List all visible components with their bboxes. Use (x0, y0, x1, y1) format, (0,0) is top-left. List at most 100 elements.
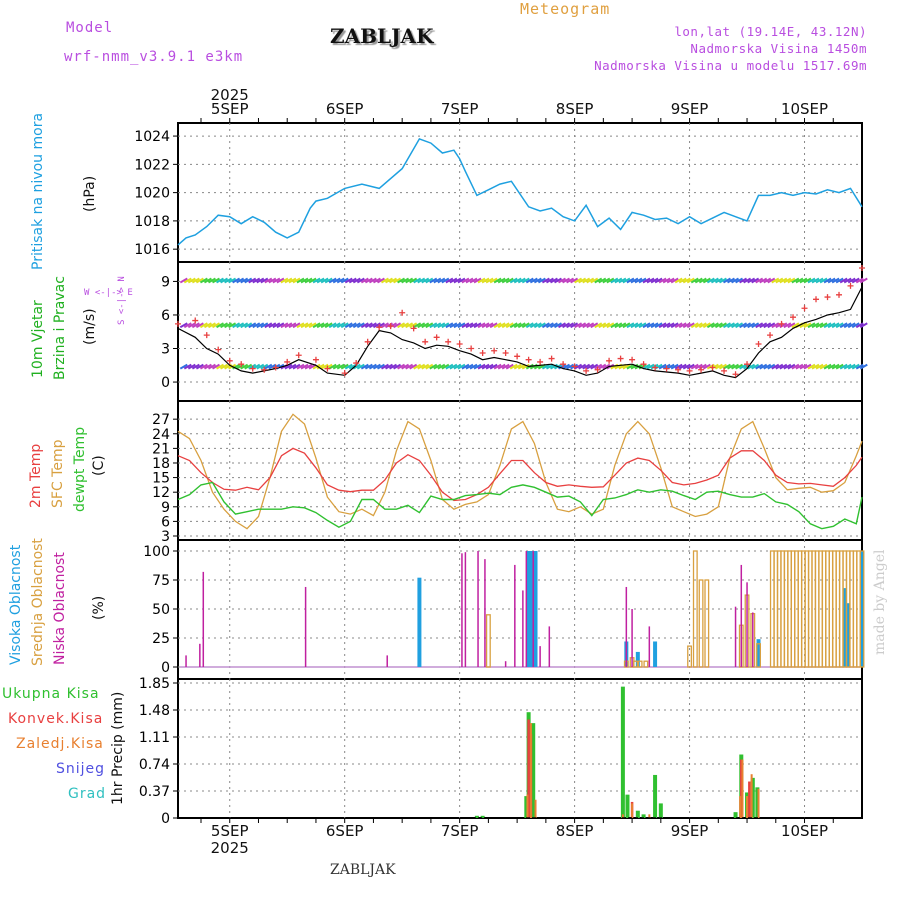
wind-direction-arrow (835, 363, 844, 370)
temp-y-tick-label: 18 (152, 456, 170, 472)
wind-direction-arrow (352, 277, 361, 284)
wind-direction-arrow (397, 363, 406, 370)
wind-direction-arrow (578, 363, 587, 370)
low-cloud-bar (202, 571, 205, 667)
wind-direction-arrow (312, 322, 321, 329)
wind-direction-arrow (304, 277, 313, 284)
wind-direction-arrow (570, 322, 579, 329)
wind-direction-arrow (195, 363, 204, 370)
wind-direction-arrow (747, 322, 756, 329)
wind-gust-marker (261, 366, 268, 373)
wind-direction-arrow (698, 277, 707, 284)
wind-direction-arrow (457, 363, 466, 370)
wind-direction-arrow (187, 277, 196, 284)
wind-direction-arrow (602, 363, 611, 370)
wind-direction-arrow (340, 277, 349, 284)
wind-direction-arrow (405, 363, 414, 370)
wind-gust-marker (836, 291, 843, 298)
wind-direction-arrow (727, 363, 735, 370)
wind-direction-arrow (739, 363, 748, 370)
low-cloud-bar (386, 655, 388, 667)
wind-direction-arrow (650, 322, 659, 329)
wind-direction-arrow (316, 363, 325, 370)
wind-direction-arrow (413, 322, 422, 329)
wind-direction-arrow (574, 322, 583, 329)
wind-direction-arrow (252, 363, 261, 370)
wind-direction-arrow (642, 277, 651, 284)
low-cloud-bar (734, 606, 737, 667)
wind-direction-arrow (497, 277, 506, 284)
strat-precip-bar (648, 814, 651, 818)
wind-direction-arrow (698, 322, 707, 329)
wind-direction-arrow (811, 363, 820, 370)
high-cloud-bar (860, 551, 864, 667)
wind-direction-arrow (441, 322, 450, 329)
wind-direction-arrow (755, 363, 764, 370)
wind-gust-marker (215, 346, 222, 353)
wind-direction-arrow (336, 363, 345, 370)
model-label: Model (66, 20, 114, 36)
wind-direction-arrow (207, 363, 216, 370)
wind-direction-arrow (614, 277, 623, 284)
wind-direction-arrow (485, 363, 494, 370)
cloud-y-tick-label: 0 (161, 660, 170, 676)
wind-direction-arrow (702, 277, 711, 284)
day-label-bottom: 7SEP (441, 822, 479, 840)
wind-direction-arrow (529, 277, 538, 284)
wind-direction-arrow (521, 277, 530, 284)
wind-direction-arrow (731, 322, 740, 329)
wind-gust-marker (583, 367, 590, 374)
wind-direction-arrow (851, 363, 860, 370)
wind-gust-marker (778, 320, 785, 327)
wind-direction-arrow (706, 322, 715, 329)
wind-gust-marker (686, 367, 693, 374)
wind-direction-arrow (276, 277, 285, 284)
wind-direction-arrow (236, 277, 245, 284)
wind-direction-arrow (445, 322, 454, 329)
wind-direction-arrow (356, 363, 365, 370)
wind-direction-arrow (272, 277, 281, 284)
wind-direction-arrow (280, 277, 289, 284)
wind-direction-arrow (228, 322, 237, 329)
wind-direction-arrow (847, 277, 856, 284)
total-precip-bar (531, 723, 536, 818)
wind-direction-arrow (236, 322, 245, 329)
wind-direction-arrow (839, 363, 848, 370)
wind-direction-arrow (558, 322, 567, 329)
wind-direction-arrow (815, 322, 824, 329)
day-label-bottom: 8SEP (556, 822, 594, 840)
wind-direction-arrow (590, 277, 599, 284)
wind-gust-marker (767, 332, 774, 339)
mid-cloud-bar (485, 614, 491, 668)
wind-y-tick-label: 6 (161, 308, 170, 324)
wind-direction-arrow (807, 277, 816, 284)
wind-direction-arrow (799, 277, 808, 284)
wind-direction-arrow (393, 277, 402, 284)
wind-direction-arrow (481, 363, 490, 370)
wind-gust-marker (399, 309, 406, 316)
mid-cloud-bar (687, 645, 693, 668)
wind-direction-arrow (831, 277, 840, 284)
wind-direction-arrow (558, 363, 567, 370)
pressure-y-tick-label: 1022 (134, 157, 170, 173)
day-label-top: 5SEP (211, 100, 249, 118)
wind-y-tick-label: 3 (161, 342, 170, 358)
wind-direction-arrow (441, 277, 450, 284)
temp-y-tick-label: 24 (152, 427, 170, 443)
wind-gust-marker (560, 361, 567, 368)
wind-direction-arrow (819, 277, 828, 284)
wind-direction-arrow (445, 363, 454, 370)
wind-direction-arrow (489, 277, 498, 284)
wind-direction-arrow (642, 322, 651, 329)
legend-strat-precip: Zaledj.Kisa (16, 736, 104, 752)
wind-direction-arrow (413, 363, 422, 370)
wind-direction-arrow (606, 277, 615, 284)
wind-direction-arrow (220, 322, 229, 329)
precip-y-tick-label: 0.74 (139, 757, 170, 773)
wind-direction-arrow (260, 322, 269, 329)
wind-speed-line (177, 286, 863, 379)
wind-direction-arrow (469, 277, 478, 284)
wind-gust-marker (824, 294, 831, 301)
low-cloud-bar (464, 552, 467, 667)
wind-direction-arrow (220, 363, 229, 370)
